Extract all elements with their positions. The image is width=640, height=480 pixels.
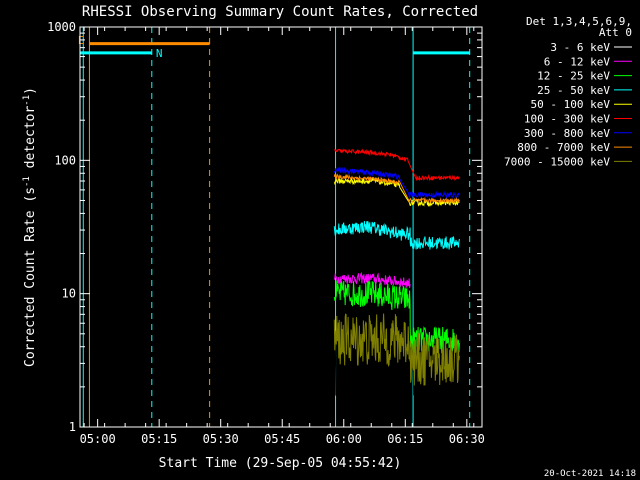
series-line xyxy=(333,271,411,289)
series-line xyxy=(333,167,460,200)
legend-entry-label: 3 - 6 keV xyxy=(550,41,610,54)
legend-entry-label: 100 - 300 keV xyxy=(524,113,610,126)
series-line xyxy=(333,331,460,401)
legend-entry-label: 50 - 100 keV xyxy=(531,98,611,111)
y-axis-label-sup-1: -1 xyxy=(22,176,32,187)
legend-entry-label: 800 - 7000 keV xyxy=(517,141,610,154)
y-axis-label-main: Corrected Count Rate (s xyxy=(23,187,38,367)
x-tick-label: 06:15 xyxy=(387,432,423,446)
series-line xyxy=(333,173,460,205)
plot-frame xyxy=(79,26,483,428)
legend-header-line: Det 1,3,4,5,6,9, xyxy=(526,15,632,28)
legend-entry-label: 6 - 12 keV xyxy=(544,55,611,68)
y-tick-label: 10 xyxy=(62,287,76,301)
x-tick-label: 05:30 xyxy=(203,432,239,446)
y-tick-label: 1000 xyxy=(47,20,76,34)
series-line xyxy=(333,313,460,386)
legend-entry-label: 300 - 800 keV xyxy=(524,127,610,140)
x-tick-label: 06:00 xyxy=(326,432,362,446)
x-tick-label: 06:30 xyxy=(449,432,485,446)
flag-label: N xyxy=(156,47,163,60)
y-axis-label-sup-2: -1 xyxy=(22,95,32,106)
ticks-layer: 1 10 100 1000 05:00 05:15 05:30 05:45 06:00 06:15… xyxy=(47,20,485,446)
series-layer xyxy=(333,148,460,427)
y-tick-label: 1 xyxy=(69,420,76,434)
x-axis-label: Start Time (29-Sep-05 04:55:42) xyxy=(159,456,402,471)
chart-title: RHESSI Observing Summary Count Rates, Co… xyxy=(82,4,478,20)
series-line xyxy=(333,280,460,354)
legend-entry-label: 25 - 50 keV xyxy=(537,84,610,97)
x-tick-label: 05:45 xyxy=(264,432,300,446)
series-line xyxy=(333,220,460,250)
x-tick-label: 05:15 xyxy=(141,432,177,446)
legend-header-line: Att 0 xyxy=(599,26,632,39)
legend-entry-label: 12 - 25 keV xyxy=(537,70,610,83)
y-axis-label: Corrected Count Rate (s-1 detector-1) xyxy=(22,87,38,367)
x-tick-label: 05:00 xyxy=(80,432,116,446)
footer-timestamp: 20-Oct-2021 14:18 xyxy=(544,469,636,479)
legend-entry-label: 7000 - 15000 keV xyxy=(504,155,610,168)
y-axis-label-mid: detector xyxy=(23,106,38,177)
y-axis-label-end: ) xyxy=(23,87,38,95)
y-tick-label: 100 xyxy=(54,153,76,167)
series-line xyxy=(334,148,460,182)
